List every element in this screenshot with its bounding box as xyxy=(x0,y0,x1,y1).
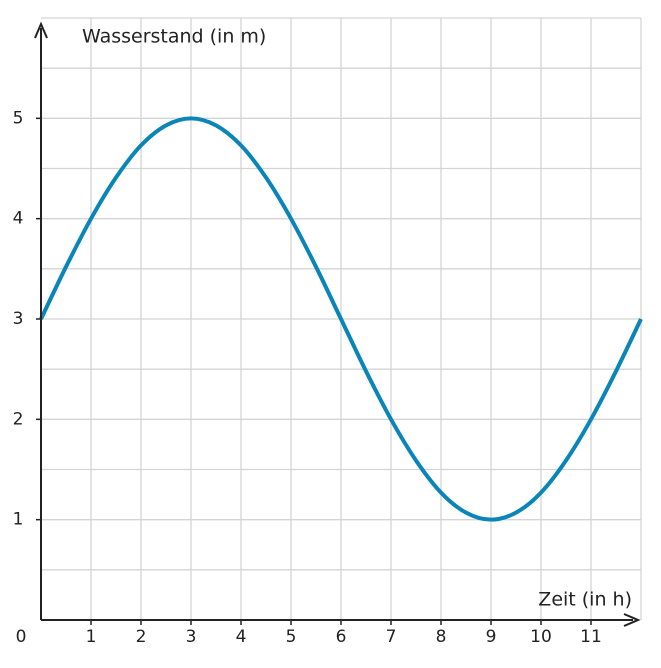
y-axis-label: Wasserstand (in m) xyxy=(82,26,266,48)
x-tick-label: 0 xyxy=(16,627,27,647)
x-tick-label: 4 xyxy=(236,627,247,647)
x-tick-label: 11 xyxy=(580,627,602,647)
x-tick-label: 5 xyxy=(286,627,297,647)
x-axis-label: Zeit (in h) xyxy=(538,589,632,611)
x-tick-label: 10 xyxy=(530,627,552,647)
y-tick-label: 3 xyxy=(13,309,24,329)
y-tick-label: 1 xyxy=(13,510,24,530)
y-tick-label: 5 xyxy=(13,108,24,128)
x-tick-label: 9 xyxy=(486,627,497,647)
data-line xyxy=(39,116,643,522)
y-axis-arrow xyxy=(34,21,48,39)
x-tick-label: 8 xyxy=(436,627,447,647)
plot xyxy=(39,116,643,522)
y-tick-label: 4 xyxy=(13,209,24,229)
x-tick-label: 3 xyxy=(186,627,197,647)
x-axis-arrow xyxy=(623,613,641,627)
y-tick-label: 2 xyxy=(13,409,24,429)
x-tick-label: 2 xyxy=(136,627,147,647)
x-tick-label: 1 xyxy=(86,627,97,647)
x-tick-label: 7 xyxy=(386,627,397,647)
x-tick-label: 6 xyxy=(336,627,347,647)
